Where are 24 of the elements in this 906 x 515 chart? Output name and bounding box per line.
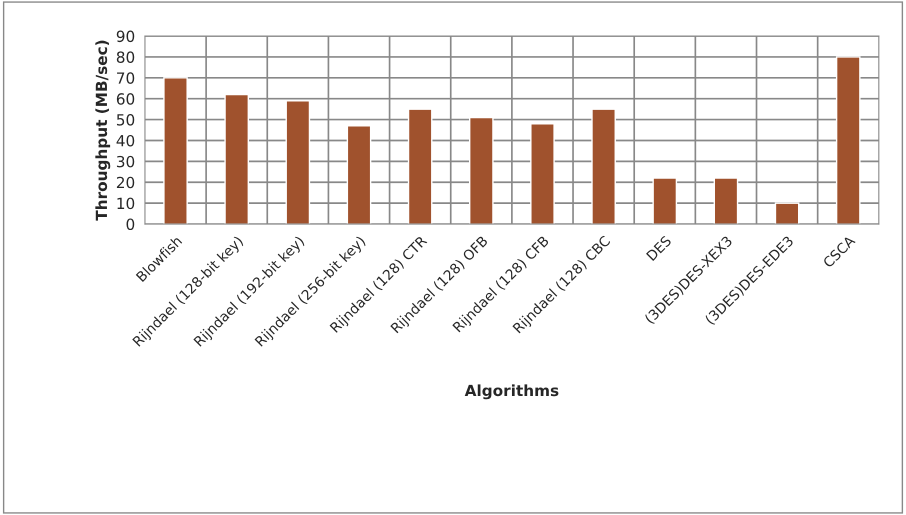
bar bbox=[224, 94, 250, 224]
bar bbox=[346, 125, 372, 224]
bar bbox=[530, 123, 555, 224]
y-tick-label: 70 bbox=[117, 72, 134, 84]
bar bbox=[591, 108, 616, 224]
y-tick-label: 30 bbox=[116, 156, 134, 168]
bar bbox=[714, 177, 738, 224]
bar bbox=[836, 56, 861, 224]
y-tick-label: 90 bbox=[116, 30, 134, 42]
bar bbox=[469, 116, 494, 224]
y-axis-title: Throughput (MB/sec) bbox=[95, 40, 110, 221]
y-tick-label: 50 bbox=[116, 114, 134, 126]
y-tick-label: 0 bbox=[126, 218, 134, 230]
y-tick-label: 40 bbox=[116, 134, 134, 146]
bar bbox=[774, 202, 800, 224]
bar bbox=[652, 177, 678, 224]
y-tick-label: 20 bbox=[116, 176, 134, 188]
bar bbox=[286, 100, 310, 224]
x-axis-title: Algorithms bbox=[464, 384, 558, 400]
y-tick-label: 80 bbox=[116, 51, 134, 63]
y-tick-label: 10 bbox=[117, 198, 134, 210]
bar bbox=[408, 108, 432, 224]
y-tick-label: 60 bbox=[116, 93, 134, 105]
bar bbox=[163, 77, 188, 224]
